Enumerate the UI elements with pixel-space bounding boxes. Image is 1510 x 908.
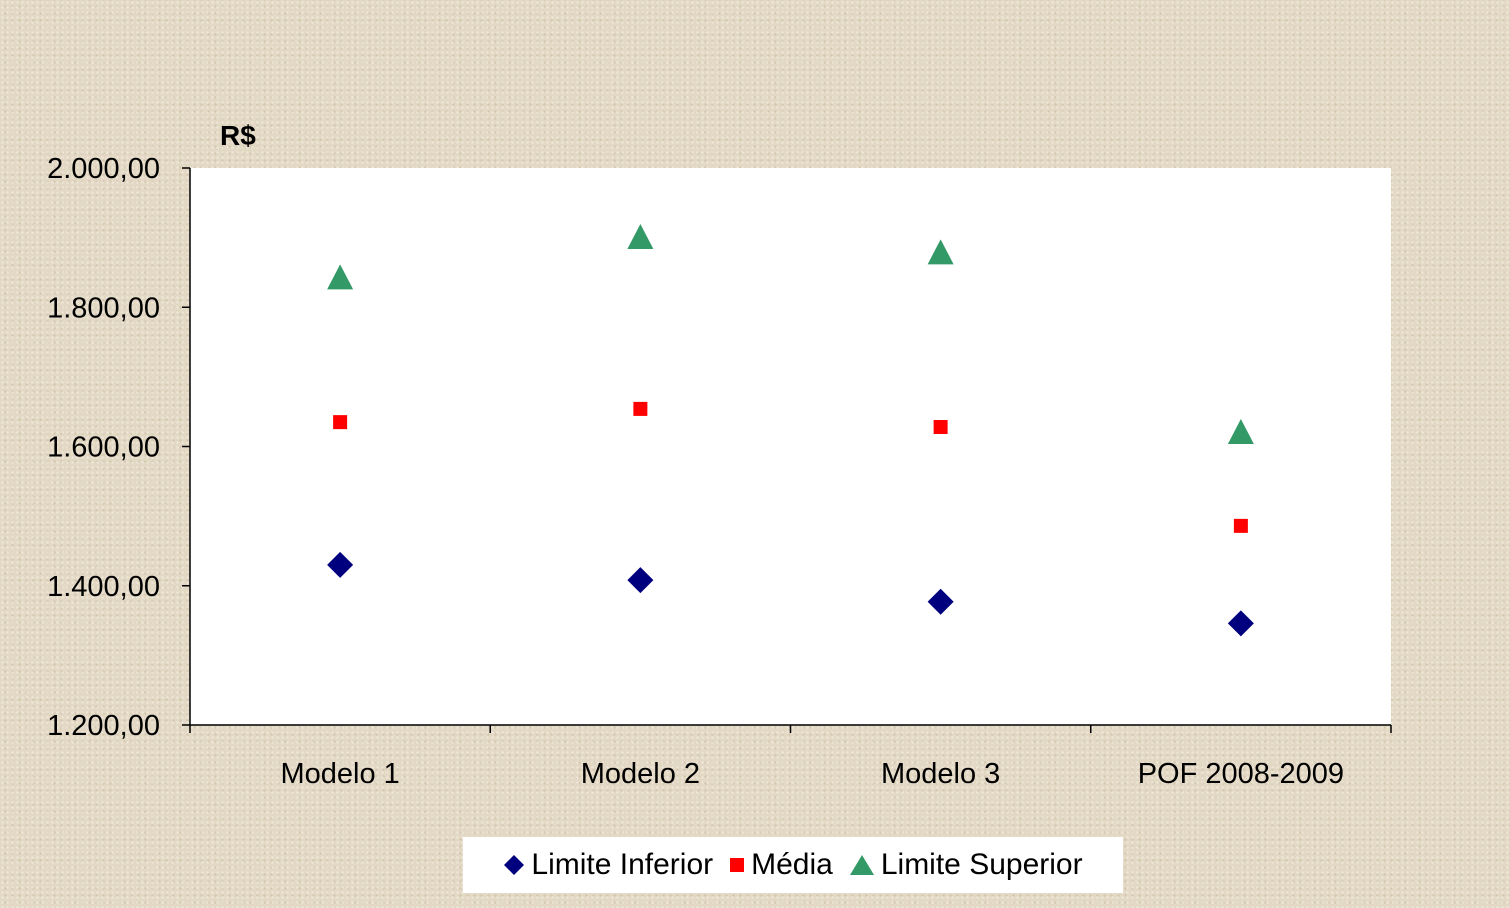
point-limite-superior: [327, 264, 354, 290]
legend-item-limite-inferior: Limite Inferior: [503, 848, 713, 882]
plot-area: [190, 168, 1391, 725]
legend-item-limite-superior: Limite Superior: [849, 848, 1083, 882]
point-limite-superior: [627, 224, 654, 250]
data-marks: [327, 224, 1254, 637]
y-tick-label: 2.000,00: [47, 153, 160, 185]
point-media: [933, 420, 948, 435]
square-marker-icon: [730, 858, 745, 872]
y-tick-label: 1.600,00: [47, 432, 160, 464]
point-limite-inferior: [627, 567, 654, 594]
x-tick-label: Modelo 1: [280, 758, 399, 790]
diamond-marker-icon: [504, 855, 525, 875]
point-limite-inferior: [327, 551, 354, 578]
point-limite-inferior: [927, 588, 954, 615]
point-limite-superior: [927, 239, 954, 265]
legend: Limite Inferior Média Limite Superior: [463, 837, 1123, 893]
triangle-marker-icon: [849, 855, 874, 875]
point-media: [633, 401, 648, 416]
y-tick-label: 1.400,00: [47, 571, 160, 603]
y-tick-label: 1.800,00: [47, 292, 160, 324]
axes: 1.200,00 1.400,00 1.600,00 1.800,00 2.000,00…: [47, 153, 1392, 790]
point-limite-superior: [1227, 418, 1254, 444]
legend-item-media: Média: [729, 848, 833, 882]
point-media: [1233, 518, 1248, 533]
y-tick-label: 1.200,00: [47, 710, 160, 742]
legend-label-limite-superior: Limite Superior: [880, 848, 1083, 881]
x-tick-label: Modelo 2: [581, 758, 700, 790]
x-tick-label: POF 2008-2009: [1138, 758, 1344, 790]
point-limite-inferior: [1227, 610, 1254, 637]
legend-label-limite-inferior: Limite Inferior: [531, 848, 714, 881]
legend-label-media: Média: [751, 848, 833, 881]
point-media: [333, 415, 348, 430]
x-tick-label: Modelo 3: [881, 758, 1000, 790]
y-axis-unit-label: R$: [220, 120, 256, 151]
